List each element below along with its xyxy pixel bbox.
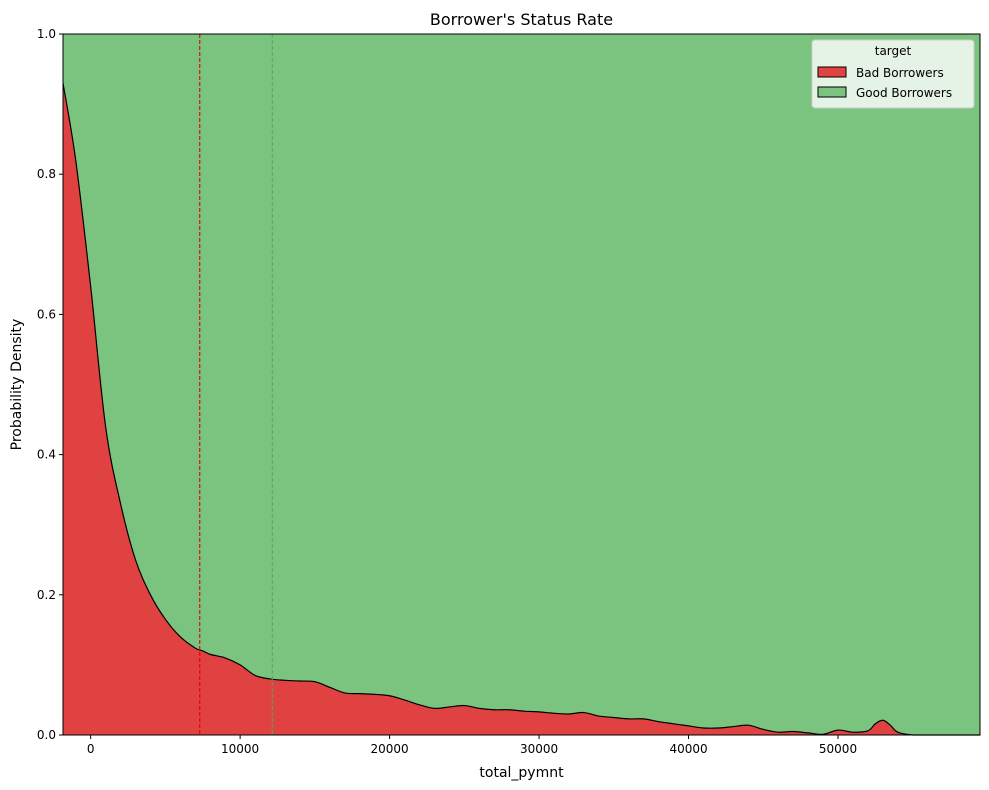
legend-swatch	[817, 86, 847, 98]
legend-title: target	[875, 44, 912, 58]
bad-borrowers-area	[63, 83, 980, 735]
x-tick-label: 0	[87, 742, 95, 756]
legend-swatch	[817, 66, 847, 78]
x-axis-ticks: 0 10000 20000 30000 40000 50000	[87, 735, 857, 756]
y-tick-label: 0.2	[37, 588, 56, 602]
x-tick-label: 40000	[669, 742, 707, 756]
y-axis-ticks: 0.0 0.2 0.4 0.6 0.8 1.0	[37, 27, 63, 742]
y-tick-label: 1.0	[37, 27, 56, 41]
x-tick-label: 50000	[819, 742, 857, 756]
x-tick-label: 10000	[221, 742, 259, 756]
legend-entry-label: Good Borrowers	[856, 86, 952, 100]
legend: target Bad Borrowers Good Borrowers	[811, 39, 975, 109]
legend-entries: Bad Borrowers Good Borrowers	[817, 66, 952, 100]
plot-frame	[62, 33, 981, 736]
y-axis-title: Probability Density	[9, 319, 25, 451]
x-axis-title: total_pymnt	[479, 765, 564, 781]
y-tick-label: 0.8	[37, 167, 56, 181]
good-borrowers-area	[63, 34, 980, 735]
x-tick-label: 20000	[370, 742, 408, 756]
chart-title: Borrower's Status Rate	[430, 10, 613, 29]
x-tick-label: 30000	[520, 742, 558, 756]
y-tick-label: 0.0	[37, 728, 56, 742]
y-tick-label: 0.6	[37, 307, 56, 321]
legend-box	[811, 39, 975, 109]
plot-area	[62, 33, 981, 736]
legend-entry-label: Bad Borrowers	[856, 66, 944, 80]
bad-borrowers-boundary-line	[62, 82, 980, 736]
y-tick-label: 0.4	[37, 448, 56, 462]
